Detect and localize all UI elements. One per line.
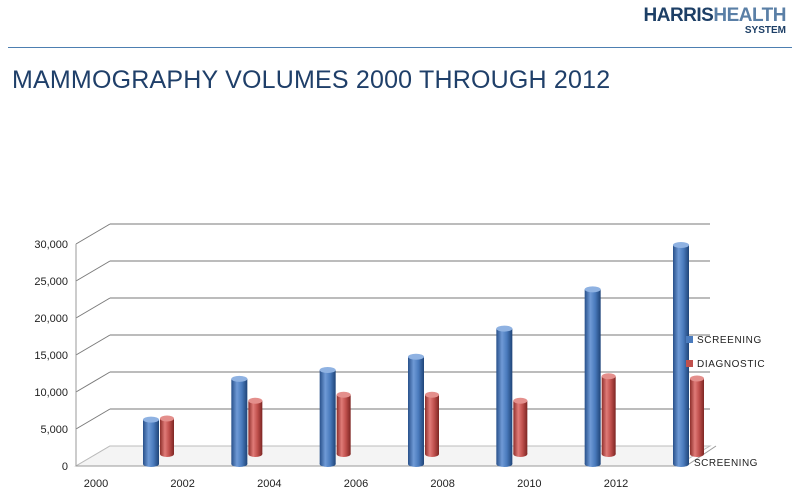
bar-diagnostic-body <box>513 400 528 454</box>
y-tick-label: 5,000 <box>40 424 68 436</box>
x-tick-label: 2006 <box>344 478 368 490</box>
bar-diagnostic-cap <box>425 391 439 398</box>
bar-screening-base <box>584 461 601 467</box>
bar-diagnostic-body <box>248 400 263 454</box>
header-divider <box>8 47 792 48</box>
logo-wordmark: HARRISHEALTH <box>643 5 787 26</box>
y-tick-label: 0 <box>62 461 68 473</box>
y-axis-labels: 0 5,000 10,000 15,000 20,000 25,000 30,000 <box>34 239 68 473</box>
bar-screening <box>584 286 601 467</box>
logo-text-bold: HARRIS <box>643 5 714 26</box>
bar-screening-cap <box>584 286 601 293</box>
bars <box>143 241 704 467</box>
bar-screening-cap <box>143 416 159 423</box>
bar-screening-base <box>319 461 336 467</box>
bar-diagnostic <box>601 373 616 457</box>
bar-diagnostic-cap <box>513 397 528 404</box>
y-tick-label: 30,000 <box>34 239 68 251</box>
gridline-depth <box>75 223 111 245</box>
bar-diagnostic <box>425 391 439 457</box>
bar-diagnostic <box>248 397 263 457</box>
bar-screening-cap <box>673 241 689 248</box>
bar-diagnostic-cap <box>160 415 174 422</box>
gridline-depth <box>75 408 111 430</box>
bar-screening <box>673 241 689 467</box>
legend-label: DIAGNOSTIC <box>697 359 765 370</box>
bar-screening-cap <box>319 367 336 374</box>
bar-diagnostic <box>513 397 528 457</box>
bar-diagnostic-body <box>425 394 439 454</box>
bar-diagnostic-cap <box>336 391 351 398</box>
bar-screening-body <box>673 244 689 464</box>
x-tick-label: 2002 <box>170 478 194 490</box>
bar-screening-base <box>143 461 159 467</box>
bar-screening-cap <box>496 325 513 332</box>
logo-subtext: SYSTEM <box>744 25 786 36</box>
bar-screening-body <box>408 356 424 464</box>
bar-screening-cap <box>408 353 424 360</box>
x-tick-label: 2010 <box>517 478 541 490</box>
page-title: MAMMOGRAPHY VOLUMES 2000 THROUGH 2012 <box>12 66 611 94</box>
bar-screening <box>143 416 159 467</box>
depth-axis-label: SCREENING <box>694 458 758 469</box>
y-tick-label: 15,000 <box>34 350 68 362</box>
bar-diagnostic-body <box>690 378 704 454</box>
bar-screening-body <box>496 328 513 464</box>
y-tick-label: 10,000 <box>34 387 68 399</box>
x-tick-label: 2000 <box>84 478 108 490</box>
bar-diagnostic <box>160 415 174 457</box>
x-tick-label: 2012 <box>604 478 628 490</box>
bar-screening-base <box>673 461 689 467</box>
bar-screening-body <box>319 370 336 464</box>
bar-diagnostic-base <box>425 451 439 457</box>
gridline-depth <box>75 371 111 393</box>
bar-diagnostic-body <box>160 418 174 454</box>
legend-label: SCREENING <box>697 335 762 346</box>
bar-diagnostic-base <box>690 451 704 457</box>
legend-swatch <box>686 360 693 367</box>
bar-screening-base <box>231 461 248 467</box>
bar-diagnostic-cap <box>601 373 616 380</box>
bar-screening-body <box>231 378 248 464</box>
bar-screening <box>408 353 424 467</box>
y-tick-label: 25,000 <box>34 276 68 288</box>
bar-screening-base <box>408 461 424 467</box>
gridline-depth <box>75 260 111 282</box>
bar-diagnostic <box>336 391 351 457</box>
legend: SCREENING DIAGNOSTIC <box>686 335 765 370</box>
bar-diagnostic-base <box>513 451 528 457</box>
bar-diagnostic-base <box>336 451 351 457</box>
bar-screening-cap <box>231 375 248 382</box>
bar-diagnostic-cap <box>690 375 704 382</box>
harris-health-logo: HARRISHEALTH SYSTEM <box>643 5 787 36</box>
bar-screening <box>319 367 336 467</box>
bar-screening <box>496 325 513 467</box>
x-axis-labels: 2000 2002 2004 2006 2008 2010 2012 SCREENING <box>84 458 758 490</box>
bar-diagnostic-base <box>601 451 616 457</box>
bar-screening-body <box>143 419 159 464</box>
bar-screening-body <box>584 289 601 464</box>
logo-text-light: HEALTH <box>713 5 786 26</box>
gridline-depth <box>75 334 111 356</box>
bar-diagnostic-body <box>601 376 616 454</box>
gridline-depth <box>75 297 111 319</box>
x-tick-label: 2004 <box>257 478 281 490</box>
bar-diagnostic <box>690 375 704 457</box>
bar-diagnostic-base <box>248 451 263 457</box>
bar-screening <box>231 375 248 467</box>
legend-swatch <box>686 336 693 343</box>
bar-diagnostic-base <box>160 451 174 457</box>
x-tick-label: 2008 <box>430 478 454 490</box>
bar-diagnostic-cap <box>248 397 263 404</box>
bar-screening-base <box>496 461 513 467</box>
bar-diagnostic-body <box>336 394 351 454</box>
y-tick-label: 20,000 <box>34 313 68 325</box>
